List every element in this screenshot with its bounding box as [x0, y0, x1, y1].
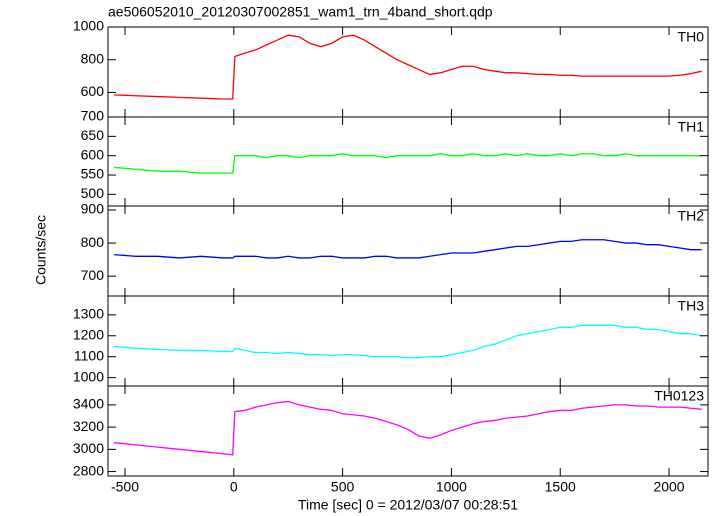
y-tick-label: 550	[81, 166, 105, 182]
series-label: TH1	[678, 119, 705, 135]
y-tick-label: 500	[81, 185, 105, 201]
y-tick-label: 3200	[73, 418, 104, 434]
y-tick-label: 3400	[73, 396, 104, 412]
series-label: TH0	[678, 29, 705, 45]
data-line	[114, 153, 702, 174]
y-tick-label: 1000	[73, 18, 104, 34]
y-tick-label: 700	[81, 267, 105, 283]
series-label: TH2	[678, 208, 705, 224]
x-tick-label: 2000	[653, 479, 684, 495]
x-tick-label: 0	[230, 479, 238, 495]
data-line	[114, 324, 702, 359]
y-tick-label: 800	[81, 234, 105, 250]
x-tick-label: 1500	[545, 479, 576, 495]
y-tick-label: 1000	[73, 368, 104, 384]
x-tick-label: -500	[111, 479, 139, 495]
y-tick-label: 1100	[74, 347, 104, 363]
x-tick-label: 1000	[436, 479, 467, 495]
y-tick-label: 600	[81, 83, 105, 99]
y-tick-label: 900	[81, 201, 105, 217]
chart-title: ae506052010_20120307002851_wam1_trn_4ban…	[108, 4, 493, 20]
series-label: TH0123	[654, 388, 704, 404]
y-tick-label: 700	[81, 108, 105, 124]
x-tick-label: 500	[331, 479, 355, 495]
y-tick-label: 650	[81, 127, 105, 143]
data-line	[114, 34, 702, 100]
y-tick-label: 1200	[73, 326, 104, 342]
x-axis-label: Time [sec] 0 = 2012/03/07 00:28:51	[298, 497, 518, 513]
y-axis-label: Counts/sec	[33, 215, 49, 285]
series-label: TH3	[678, 298, 705, 314]
y-tick-label: 600	[81, 146, 105, 162]
y-tick-label: 1300	[73, 306, 104, 322]
panel-frame	[107, 385, 709, 477]
y-tick-label: 3000	[73, 440, 104, 456]
data-line	[114, 400, 702, 456]
y-tick-label: 2800	[73, 462, 104, 478]
data-line	[114, 239, 702, 259]
y-tick-label: 800	[81, 50, 105, 66]
